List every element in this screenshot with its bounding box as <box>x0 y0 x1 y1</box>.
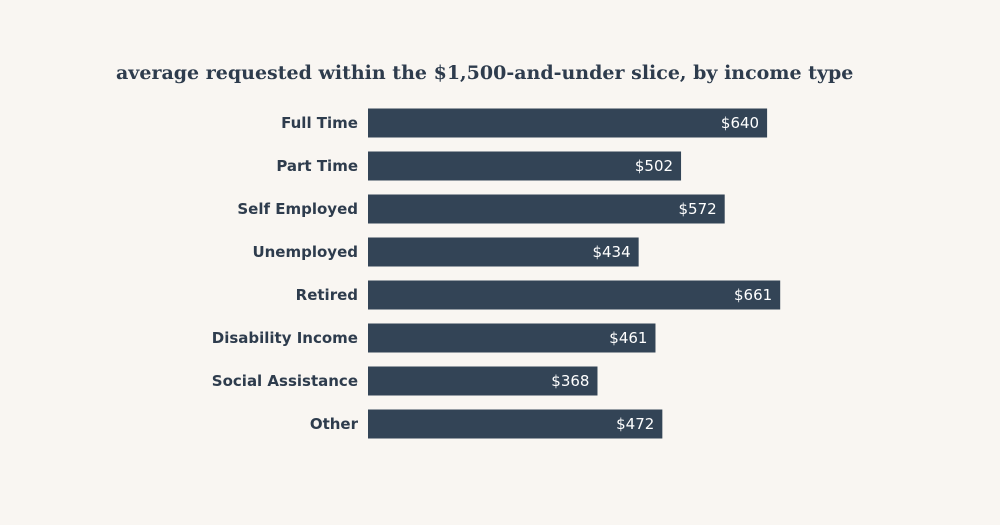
value-label: $572 <box>679 200 717 218</box>
value-label: $461 <box>609 329 647 347</box>
chart-title: average requested within the $1,500-and-… <box>116 62 854 84</box>
value-label: $502 <box>635 157 673 175</box>
bar-retired <box>368 280 781 310</box>
bar-social-assistance <box>368 366 598 396</box>
category-label: Self Employed <box>237 200 358 218</box>
category-label: Part Time <box>276 157 358 175</box>
bar-part-time <box>368 151 682 181</box>
category-label: Unemployed <box>252 243 358 261</box>
value-label: $661 <box>734 286 772 304</box>
value-label: $434 <box>592 243 630 261</box>
category-label: Other <box>310 415 359 433</box>
category-label: Social Assistance <box>212 372 358 390</box>
bar-disability-income <box>368 323 656 353</box>
bar-unemployed <box>368 237 639 267</box>
bar-self-employed <box>368 194 725 224</box>
category-label: Full Time <box>281 114 358 132</box>
category-label: Retired <box>296 286 358 304</box>
category-label: Disability Income <box>212 329 358 347</box>
value-label: $368 <box>551 372 589 390</box>
bar-other <box>368 409 663 439</box>
value-label: $640 <box>721 114 759 132</box>
bar-full-time <box>368 108 768 138</box>
value-label: $472 <box>616 415 654 433</box>
